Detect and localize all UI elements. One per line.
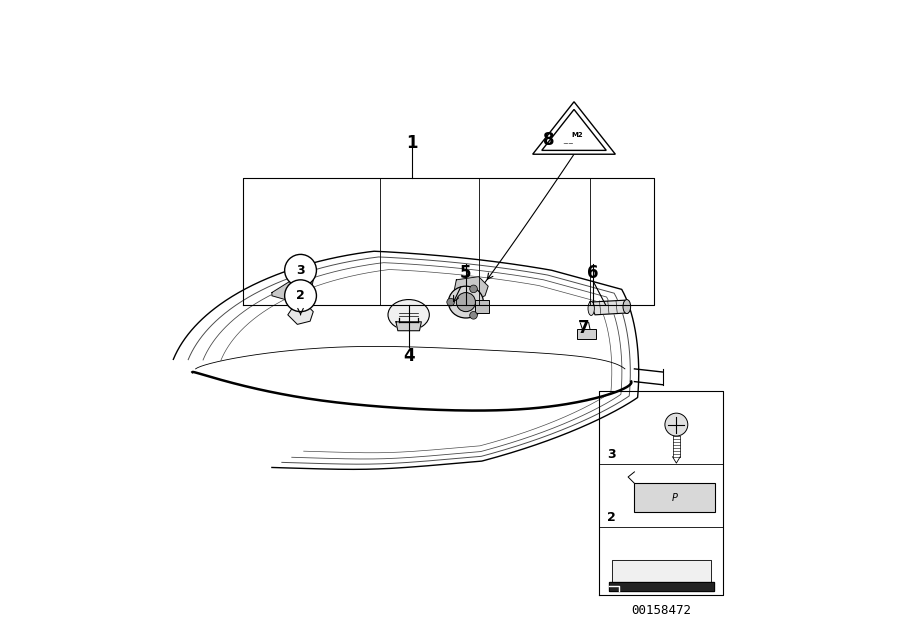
Circle shape bbox=[446, 298, 454, 306]
Polygon shape bbox=[590, 300, 628, 315]
Text: 6: 6 bbox=[588, 265, 598, 282]
Circle shape bbox=[284, 280, 317, 312]
Text: 1: 1 bbox=[406, 134, 418, 152]
Text: 4: 4 bbox=[403, 347, 415, 365]
Ellipse shape bbox=[623, 300, 631, 314]
Circle shape bbox=[284, 254, 317, 286]
FancyBboxPatch shape bbox=[634, 483, 716, 512]
Ellipse shape bbox=[448, 286, 483, 318]
Polygon shape bbox=[542, 109, 607, 150]
Polygon shape bbox=[609, 583, 714, 591]
Text: 8: 8 bbox=[543, 131, 554, 149]
Text: P: P bbox=[671, 492, 678, 502]
Polygon shape bbox=[272, 277, 313, 302]
Text: 2: 2 bbox=[608, 511, 616, 524]
Text: M2: M2 bbox=[572, 132, 583, 139]
Text: 00158472: 00158472 bbox=[632, 604, 691, 617]
Ellipse shape bbox=[588, 301, 594, 315]
Polygon shape bbox=[174, 251, 639, 469]
Circle shape bbox=[292, 285, 303, 296]
Text: ~~: ~~ bbox=[562, 141, 573, 148]
Polygon shape bbox=[288, 277, 307, 305]
Text: 3: 3 bbox=[296, 264, 305, 277]
Polygon shape bbox=[612, 560, 711, 583]
FancyBboxPatch shape bbox=[475, 300, 490, 313]
Polygon shape bbox=[533, 102, 616, 154]
Text: 2: 2 bbox=[296, 289, 305, 302]
Text: 3: 3 bbox=[608, 448, 616, 461]
Polygon shape bbox=[288, 302, 313, 324]
Polygon shape bbox=[454, 277, 488, 302]
Circle shape bbox=[470, 312, 477, 319]
Circle shape bbox=[456, 293, 475, 312]
Circle shape bbox=[665, 413, 688, 436]
Text: 7: 7 bbox=[578, 319, 590, 336]
Circle shape bbox=[470, 285, 477, 293]
Ellipse shape bbox=[388, 300, 429, 330]
FancyBboxPatch shape bbox=[577, 329, 597, 339]
Text: 5: 5 bbox=[460, 265, 472, 282]
Polygon shape bbox=[396, 322, 421, 331]
